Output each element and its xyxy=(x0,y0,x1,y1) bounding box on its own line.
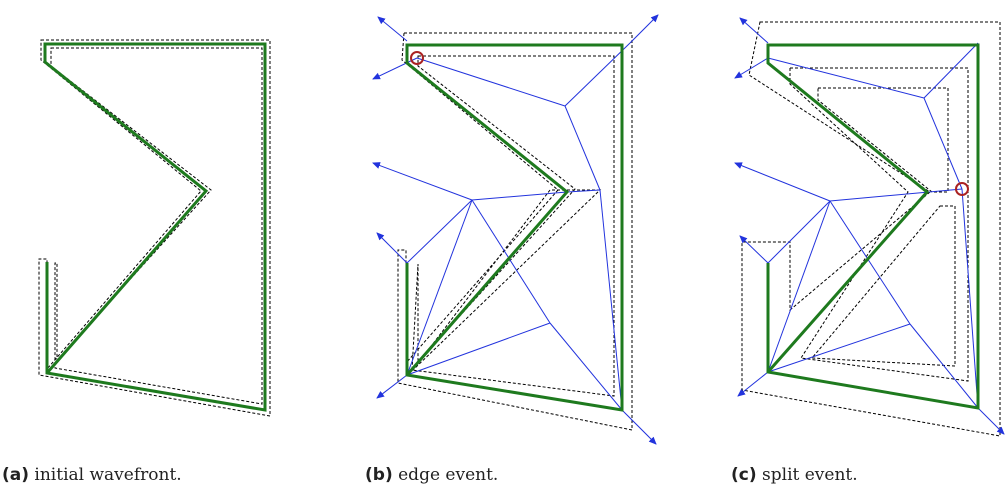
straight-skeleton xyxy=(407,43,630,410)
wavefront-polygon xyxy=(407,45,622,410)
caption-c-tag: (c) xyxy=(731,465,757,485)
inner-offset-outline-2 xyxy=(413,190,600,370)
skeleton-arrows xyxy=(373,15,658,444)
caption-a-text: initial wavefront. xyxy=(34,465,181,485)
caption-c: (c) split event. xyxy=(731,465,858,485)
caption-b-tag: (b) xyxy=(365,465,393,485)
inner-offset-outline xyxy=(51,48,262,404)
outer-offset-outline xyxy=(398,33,632,430)
panel-split-event xyxy=(735,18,1004,436)
inner-offset-outline-2 xyxy=(818,88,948,192)
caption-c-text: split event. xyxy=(762,465,858,485)
caption-a: (a) initial wavefront. xyxy=(2,465,182,485)
caption-b-text: edge event. xyxy=(398,465,498,485)
wavefront-polygon xyxy=(768,45,978,408)
inner-offset-outline xyxy=(412,56,614,396)
straight-skeleton xyxy=(768,43,978,408)
outer-offset-outline xyxy=(39,40,270,416)
skeleton-arrows xyxy=(735,18,1004,434)
wavefront-polygon xyxy=(45,44,265,410)
caption-a-tag: (a) xyxy=(2,465,29,485)
panel-initial-wavefront xyxy=(39,40,270,416)
caption-b: (b) edge event. xyxy=(365,465,498,485)
panel-edge-event xyxy=(373,15,658,444)
